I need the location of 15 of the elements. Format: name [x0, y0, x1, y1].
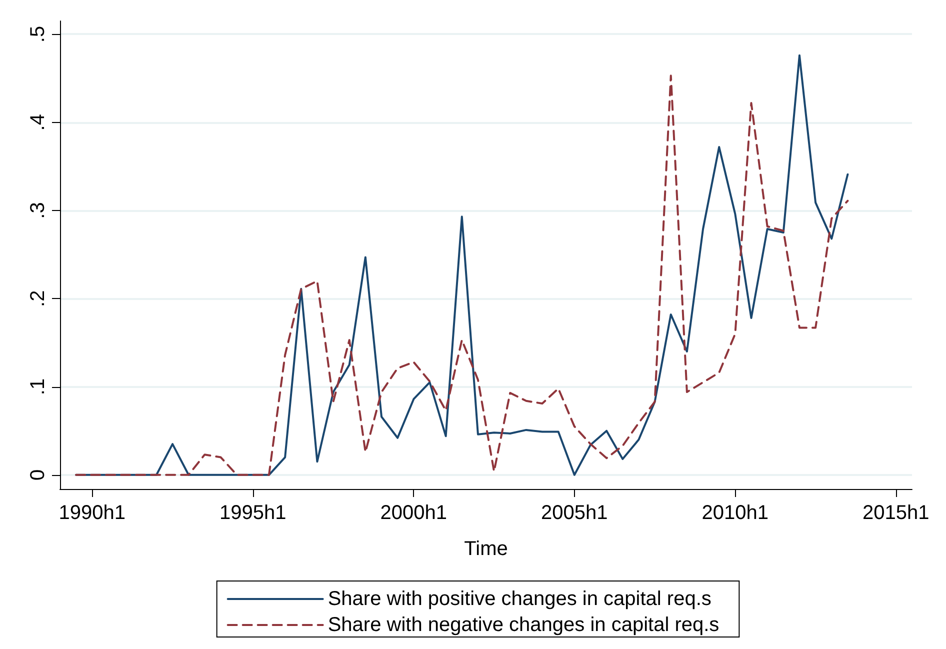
- y-tick-label: .2: [27, 290, 49, 307]
- legend-label: Share with positive changes in capital req.s: [328, 588, 712, 610]
- y-tick-label: .3: [27, 202, 49, 219]
- x-tick-label: 1990h1: [58, 502, 126, 524]
- x-tick-label: 2000h1: [380, 502, 448, 524]
- legend-label: Share with negative changes in capital req.s: [328, 614, 720, 636]
- x-axis-title: Time: [464, 538, 508, 560]
- y-tick-label: .4: [27, 114, 49, 131]
- y-tick-label: .1: [27, 378, 49, 396]
- y-tick-label: 0: [27, 469, 49, 480]
- x-tick-label: 2015h1: [862, 502, 930, 524]
- x-tick-label: 2010h1: [702, 502, 769, 524]
- x-tick-label: 1995h1: [220, 502, 286, 524]
- x-tick-label: 2005h1: [541, 502, 608, 524]
- y-tick-label: .5: [27, 26, 49, 43]
